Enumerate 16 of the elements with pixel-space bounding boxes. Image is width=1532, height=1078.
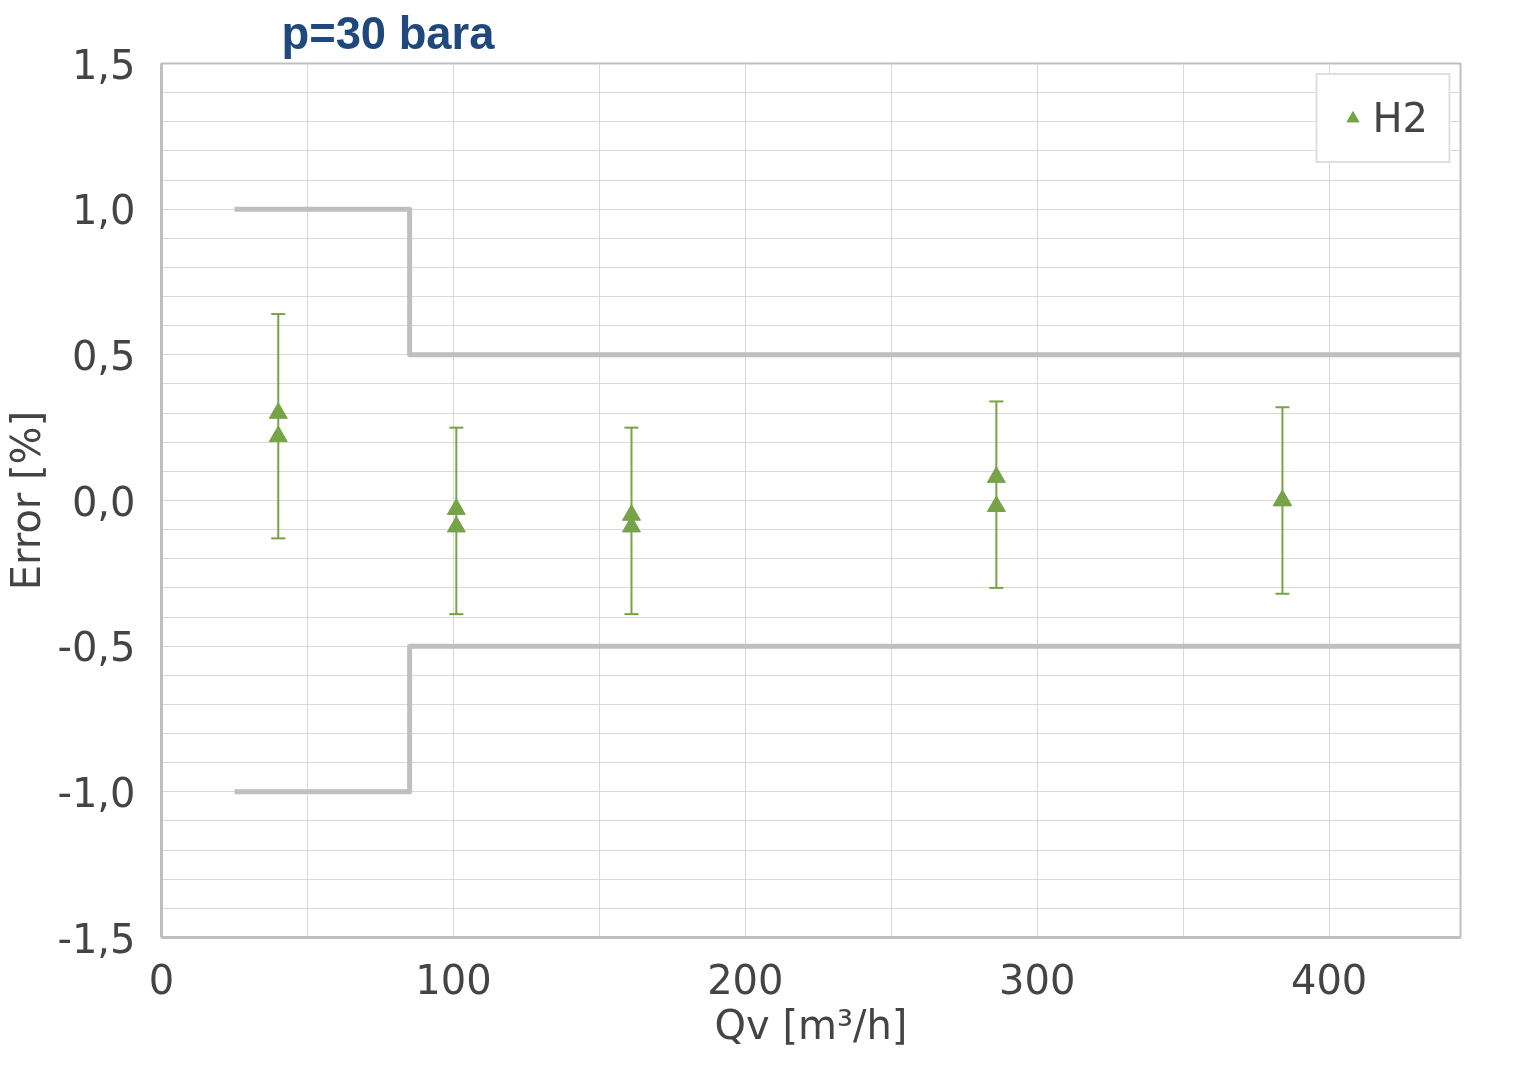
x-tick-label: 100 (415, 956, 492, 1003)
chart-title: p=30 bara (281, 7, 496, 59)
x-tick-label: 200 (707, 956, 784, 1003)
y-tick-label: -1,0 (57, 769, 136, 816)
y-axis-title: Error [%] (3, 410, 50, 591)
x-axis-title: Qv [m³/h] (714, 1001, 908, 1048)
x-tick-label: 400 (1290, 956, 1368, 1003)
y-tick-label: -1,5 (57, 915, 136, 962)
legend-label: H2 (1372, 95, 1428, 141)
y-tick-label: 0,5 (71, 332, 136, 379)
x-tick-label: 300 (999, 956, 1076, 1003)
y-tick-label: 1,5 (71, 41, 136, 88)
y-tick-label: 0,0 (71, 478, 136, 525)
x-tick-label: 0 (148, 956, 175, 1003)
y-tick-label: -0,5 (57, 624, 136, 671)
y-tick-label: 1,0 (71, 187, 136, 234)
